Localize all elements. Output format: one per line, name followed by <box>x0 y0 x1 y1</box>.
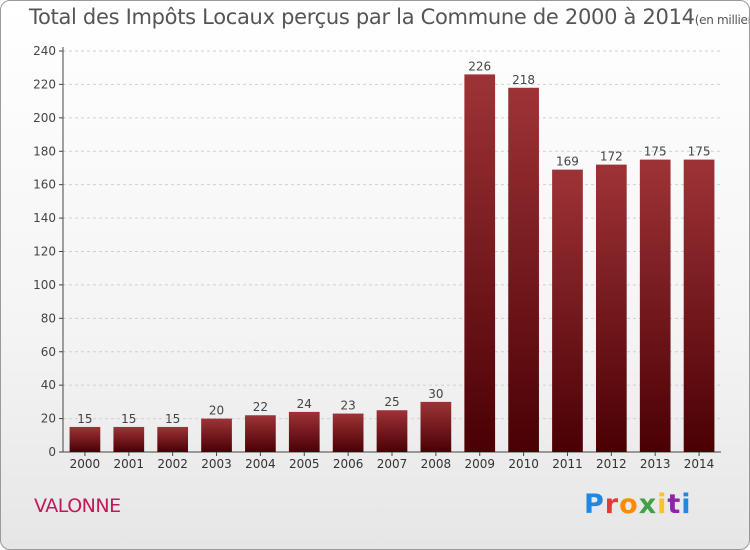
data-label: 22 <box>253 400 268 414</box>
x-tick-label: 2011 <box>552 457 583 471</box>
bar <box>69 426 101 452</box>
data-label: 226 <box>468 59 491 73</box>
bar <box>552 169 583 453</box>
y-tick-label: 180 <box>33 144 56 158</box>
bar <box>595 164 627 452</box>
data-label: 172 <box>600 150 623 164</box>
bar <box>288 411 320 452</box>
bar <box>376 410 408 452</box>
data-label: 175 <box>644 145 667 159</box>
x-tick-label: 2003 <box>201 457 232 471</box>
bar <box>113 426 145 452</box>
y-tick-label: 60 <box>41 345 56 359</box>
bar <box>245 415 276 452</box>
y-tick-label: 160 <box>33 178 56 192</box>
logo-letter: i <box>657 489 668 520</box>
bar <box>420 401 452 452</box>
x-tick-label: 2002 <box>157 457 188 471</box>
data-label: 24 <box>297 397 312 411</box>
logo-letter: r <box>604 489 620 520</box>
logo-letter: t <box>667 489 682 520</box>
bar <box>508 87 539 452</box>
data-label: 15 <box>77 412 92 426</box>
chart-unit: (en milliers d'€) <box>694 13 749 27</box>
bar <box>201 418 232 452</box>
bar <box>332 413 364 452</box>
labels: 15 2000 15 2001 15 2002 20 2003 22 2004 24 2005 23 20… <box>70 59 715 471</box>
x-tick-label: 2008 <box>421 457 452 471</box>
x-tick-label: 2012 <box>596 457 627 471</box>
data-label: 169 <box>556 155 579 169</box>
y-tick-label: 200 <box>33 111 56 125</box>
data-label: 23 <box>340 399 355 413</box>
chart-title: Total des Impôts Locaux perçus par la Co… <box>29 5 749 29</box>
y-tick-label: 220 <box>33 77 56 91</box>
logo-letter: x <box>638 489 658 520</box>
x-tick-label: 2009 <box>464 457 495 471</box>
x-tick-label: 2001 <box>114 457 145 471</box>
y-tick-label: 20 <box>41 412 56 426</box>
y-tick-label: 40 <box>41 378 56 392</box>
y-tick-label: 80 <box>41 311 56 325</box>
logo-letter: P <box>584 489 605 520</box>
data-label: 20 <box>209 404 224 418</box>
x-tick-label: 2013 <box>640 457 671 471</box>
y-tick-label: 120 <box>33 245 56 259</box>
y-tick-label: 140 <box>33 211 56 225</box>
y-tick-label: 0 <box>48 445 56 459</box>
x-tick-label: 2007 <box>377 457 408 471</box>
bar <box>683 159 715 452</box>
chart-title-text: Total des Impôts Locaux perçus par la Co… <box>29 5 695 29</box>
y-tick-label: 240 <box>33 44 56 58</box>
x-tick-label: 2014 <box>684 457 715 471</box>
data-label: 15 <box>165 412 180 426</box>
bars <box>69 74 715 453</box>
bar <box>639 159 671 452</box>
data-label: 175 <box>688 145 711 159</box>
proxiti-logo[interactable]: Proxiti <box>584 489 692 520</box>
x-tick-label: 2000 <box>70 457 101 471</box>
x-tick-label: 2004 <box>245 457 276 471</box>
data-label: 15 <box>121 412 136 426</box>
bar <box>157 426 189 452</box>
logo-letter: i <box>681 489 692 520</box>
x-tick-label: 2006 <box>333 457 364 471</box>
logo-letter: o <box>619 489 639 520</box>
data-label: 30 <box>428 387 443 401</box>
x-tick-label: 2010 <box>508 457 539 471</box>
bar <box>464 74 496 453</box>
y-tick-label: 100 <box>33 278 56 292</box>
commune-name: VALONNE <box>34 495 121 517</box>
data-label: 25 <box>384 395 399 409</box>
x-tick-label: 2005 <box>289 457 320 471</box>
data-label: 218 <box>512 73 535 87</box>
